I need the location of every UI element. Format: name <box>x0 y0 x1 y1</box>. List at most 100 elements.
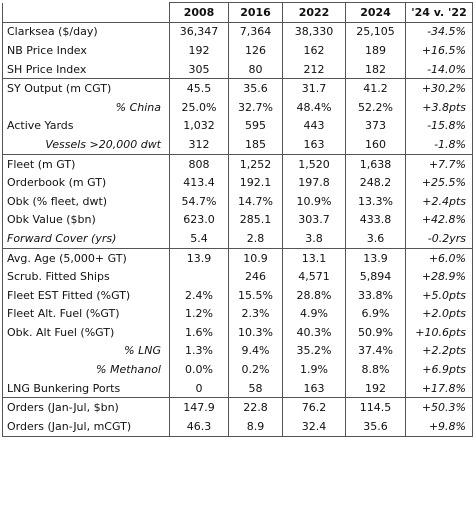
row-label: % Methanol <box>2 360 170 379</box>
row-label: SH Price Index <box>2 59 170 79</box>
value-change-24-v-22: +7.7% <box>405 153 473 174</box>
value-2016: 10.9 <box>228 247 283 268</box>
value-2008 <box>169 267 229 286</box>
value-2024: 33.8% <box>345 285 406 305</box>
value-2008: 45.5 <box>169 78 229 98</box>
value-2024: 192 <box>345 378 406 398</box>
value-2022: 13.1 <box>282 247 346 268</box>
row-label: LNG Bunkering Ports <box>2 378 170 398</box>
table-row: NB Price Index 192 126 162 189 +16.5% <box>2 41 473 60</box>
value-2022: 197.8 <box>282 173 346 192</box>
value-2016: 1,252 <box>228 153 283 174</box>
value-2022: 48.4% <box>282 97 346 117</box>
table-row: Fleet EST Fitted (%GT) 2.4% 15.5% 28.8% 33.8… <box>2 285 473 305</box>
value-2024: 160 <box>345 135 406 155</box>
table-row: Scrub. Fitted Ships 246 4,571 5,894 +28.9% <box>2 267 473 286</box>
table-row: Orders (Jan-Jul, mCGT) 46.3 8.9 32.4 35.6 +9.… <box>2 417 473 437</box>
table-row: % LNG 1.3% 9.4% 35.2% 37.4% +2.2pts <box>2 341 473 361</box>
value-2022: 76.2 <box>282 397 346 418</box>
value-change-24-v-22: +25.5% <box>405 173 473 192</box>
table-row: Obk. Alt Fuel (%GT) 1.6% 10.3% 40.3% 50.9% +1… <box>2 323 473 342</box>
value-2022: 35.2% <box>282 341 346 361</box>
value-2016: 22.8 <box>228 397 283 418</box>
value-change-24-v-22: +6.0% <box>405 247 473 268</box>
value-2024: 373 <box>345 116 406 136</box>
value-2016: 58 <box>228 378 283 398</box>
table-row: Fleet (m GT) 808 1,252 1,520 1,638 +7.7% <box>2 153 473 174</box>
row-label: Obk (% fleet, dwt) <box>2 191 170 211</box>
table-row: SH Price Index 305 80 212 182 -14.0% <box>2 59 473 79</box>
value-2008: 46.3 <box>169 417 229 437</box>
header-col-2022: 2022 <box>282 2 346 23</box>
value-2008: 2.4% <box>169 285 229 305</box>
value-2024: 8.8% <box>345 360 406 379</box>
header-col-change: '24 v. '22 <box>405 2 473 23</box>
value-2022: 28.8% <box>282 285 346 305</box>
value-2008: 5.4 <box>169 229 229 249</box>
row-label: Orders (Jan-Jul, mCGT) <box>2 417 170 437</box>
shipbuilding-stats-table-container: 2008 2016 2022 2024 '24 v. '22 Clarksea … <box>2 2 473 437</box>
row-label: Scrub. Fitted Ships <box>2 267 170 286</box>
value-2016: 285.1 <box>228 210 283 230</box>
value-change-24-v-22: -14.0% <box>405 59 473 79</box>
value-change-24-v-22: +10.6pts <box>405 323 473 342</box>
table-row: Active Yards 1,032 595 443 373 -15.8% <box>2 116 473 136</box>
row-label: Obk Value ($bn) <box>2 210 170 230</box>
header-row: 2008 2016 2022 2024 '24 v. '22 <box>2 2 473 23</box>
value-2024: 41.2 <box>345 78 406 98</box>
value-2024: 13.3% <box>345 191 406 211</box>
value-2024: 5,894 <box>345 267 406 286</box>
row-label: Clarksea ($/day) <box>2 21 170 42</box>
table-header: 2008 2016 2022 2024 '24 v. '22 <box>2 2 473 23</box>
value-2016: 2.8 <box>228 229 283 249</box>
value-2016: 32.7% <box>228 97 283 117</box>
value-2022: 32.4 <box>282 417 346 437</box>
table-row: SY Output (m CGT) 45.5 35.6 31.7 41.2 +30.2% <box>2 78 473 98</box>
value-change-24-v-22: +6.9pts <box>405 360 473 379</box>
row-label: SY Output (m CGT) <box>2 78 170 98</box>
value-change-24-v-22: +9.8% <box>405 417 473 437</box>
shipbuilding-stats-table: 2008 2016 2022 2024 '24 v. '22 Clarksea … <box>2 2 473 437</box>
value-2024: 189 <box>345 41 406 60</box>
value-2008: 312 <box>169 135 229 155</box>
value-2008: 1.6% <box>169 323 229 342</box>
value-2022: 31.7 <box>282 78 346 98</box>
table-row: Fleet Alt. Fuel (%GT) 1.2% 2.3% 4.9% 6.9% +2.… <box>2 304 473 324</box>
value-2008: 36,347 <box>169 21 229 42</box>
table-row: % Methanol 0.0% 0.2% 1.9% 8.8% +6.9pts <box>2 360 473 379</box>
table-row: Obk Value ($bn) 623.0 285.1 303.7 433.8 +42.8… <box>2 210 473 230</box>
value-2024: 37.4% <box>345 341 406 361</box>
value-2022: 40.3% <box>282 323 346 342</box>
value-2016: 7,364 <box>228 21 283 42</box>
value-2016: 192.1 <box>228 173 283 192</box>
value-2022: 1.9% <box>282 360 346 379</box>
value-2024: 248.2 <box>345 173 406 192</box>
value-2016: 15.5% <box>228 285 283 305</box>
value-change-24-v-22: +17.8% <box>405 378 473 398</box>
row-label: Active Yards <box>2 116 170 136</box>
row-label: Fleet Alt. Fuel (%GT) <box>2 304 170 324</box>
row-label: Orders (Jan-Jul, $bn) <box>2 397 170 418</box>
row-label: Fleet (m GT) <box>2 153 170 174</box>
value-2016: 14.7% <box>228 191 283 211</box>
value-2008: 147.9 <box>169 397 229 418</box>
table-body: Clarksea ($/day) 36,347 7,364 38,330 25,105-… <box>2 21 473 437</box>
value-2008: 305 <box>169 59 229 79</box>
row-label: Fleet EST Fitted (%GT) <box>2 285 170 305</box>
value-change-24-v-22: +42.8% <box>405 210 473 230</box>
value-2022: 38,330 <box>282 21 346 42</box>
value-change-24-v-22: +5.0pts <box>405 285 473 305</box>
value-2008: 808 <box>169 153 229 174</box>
header-col-2008: 2008 <box>169 2 229 23</box>
value-2022: 4,571 <box>282 267 346 286</box>
value-2022: 443 <box>282 116 346 136</box>
value-2008: 1.2% <box>169 304 229 324</box>
value-2008: 0 <box>169 378 229 398</box>
value-change-24-v-22: +30.2% <box>405 78 473 98</box>
value-change-24-v-22: +2.0pts <box>405 304 473 324</box>
value-2008: 0.0% <box>169 360 229 379</box>
value-change-24-v-22: +50.3% <box>405 397 473 418</box>
value-2016: 9.4% <box>228 341 283 361</box>
value-change-24-v-22: +16.5% <box>405 41 473 60</box>
header-col-2024: 2024 <box>345 2 406 23</box>
